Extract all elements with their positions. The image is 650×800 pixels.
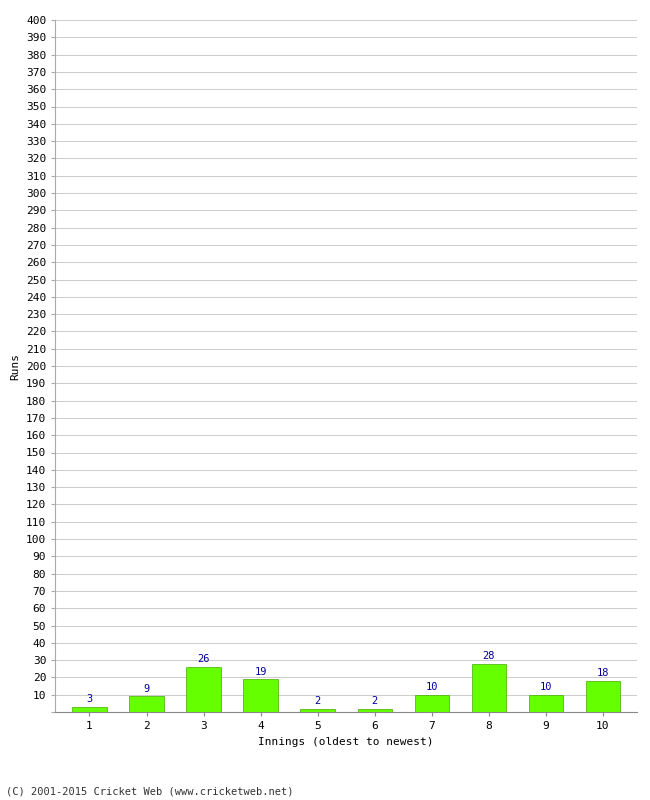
Text: 2: 2 — [372, 696, 378, 706]
Text: 2: 2 — [315, 696, 320, 706]
Bar — [300, 709, 335, 712]
Bar — [586, 681, 620, 712]
Bar — [528, 694, 563, 712]
Text: 9: 9 — [144, 684, 150, 694]
X-axis label: Innings (oldest to newest): Innings (oldest to newest) — [259, 737, 434, 746]
Text: 26: 26 — [198, 654, 210, 665]
Text: (C) 2001-2015 Cricket Web (www.cricketweb.net): (C) 2001-2015 Cricket Web (www.cricketwe… — [6, 786, 294, 796]
Bar — [72, 707, 107, 712]
Text: 28: 28 — [482, 651, 495, 661]
Text: 10: 10 — [426, 682, 438, 692]
Bar — [415, 694, 448, 712]
Text: 10: 10 — [540, 682, 552, 692]
Text: 18: 18 — [597, 668, 609, 678]
Bar — [358, 709, 392, 712]
Y-axis label: Runs: Runs — [10, 353, 20, 379]
Text: 19: 19 — [254, 666, 266, 677]
Bar — [187, 667, 220, 712]
Bar — [244, 679, 278, 712]
Bar — [472, 663, 506, 712]
Text: 3: 3 — [86, 694, 92, 704]
Bar — [129, 697, 164, 712]
